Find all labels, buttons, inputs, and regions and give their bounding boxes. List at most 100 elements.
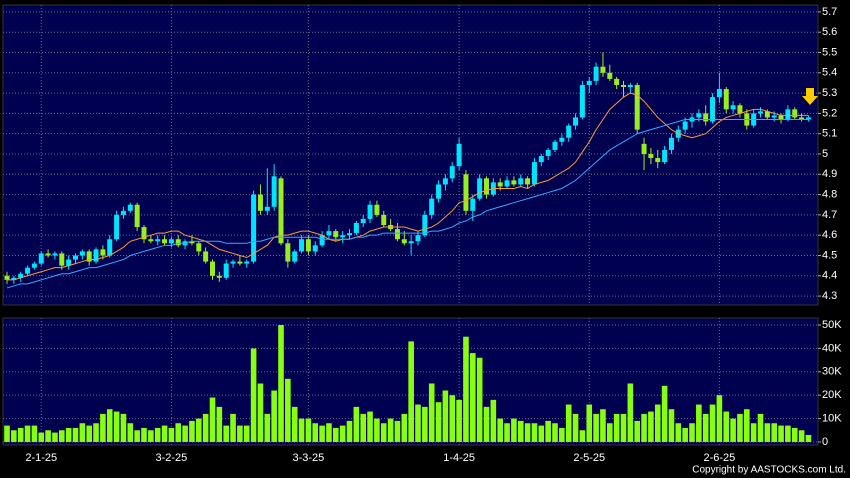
volume-bar: [613, 413, 620, 442]
candle-body: [758, 111, 763, 114]
volume-bar: [79, 423, 86, 442]
volume-bar: [689, 423, 695, 442]
volume-bar: [634, 420, 640, 442]
y-tick-label: 50K: [822, 319, 842, 331]
candle-body: [607, 72, 613, 79]
volume-bar: [607, 423, 613, 442]
candle-body: [463, 174, 469, 211]
volume-bar: [401, 413, 408, 442]
volume-bar: [100, 413, 106, 442]
volume-bar: [415, 404, 421, 442]
volume-bar: [483, 406, 490, 442]
candle-body: [230, 261, 236, 264]
candle-body: [79, 251, 85, 256]
candle-body: [189, 241, 195, 244]
candle-body: [621, 84, 626, 88]
candle-body: [394, 229, 400, 240]
volume-bar: [757, 413, 764, 442]
candle-body: [11, 277, 17, 280]
volume-bar: [11, 430, 17, 442]
candle-body: [141, 227, 147, 240]
y-tick-label: 4.4: [822, 270, 837, 282]
volume-bar: [476, 357, 483, 442]
y-tick-label: 4.5: [822, 249, 837, 261]
candle-body: [312, 245, 318, 252]
volume-bar: [271, 390, 277, 442]
candle-body: [504, 180, 510, 187]
candle-body: [285, 243, 291, 262]
candle-body: [59, 253, 65, 266]
volume-bar: [346, 420, 353, 442]
candle-body: [668, 137, 674, 150]
volume-bar: [52, 432, 58, 442]
volume-bar: [4, 425, 10, 442]
y-tick-label: 5.7: [822, 6, 837, 18]
volume-bar: [490, 399, 497, 442]
volume-bar: [120, 413, 127, 442]
candle-body: [600, 66, 606, 73]
y-tick-label: 5.1: [822, 128, 837, 140]
candle-body: [484, 178, 489, 195]
volume-bar: [627, 383, 634, 442]
volume-bar: [709, 404, 716, 442]
candle-body: [401, 239, 407, 244]
volume-bar: [291, 406, 298, 442]
candle-body: [710, 97, 716, 122]
volume-bar: [805, 434, 812, 442]
volume-bar: [24, 425, 31, 442]
candle-body: [792, 109, 798, 118]
candle-body: [73, 255, 78, 260]
volume-bar: [586, 404, 593, 442]
candle-body: [634, 84, 640, 130]
candle-body: [627, 84, 633, 88]
volume-bar: [250, 348, 257, 442]
candle-body: [93, 249, 99, 262]
y-tick-label: 30K: [822, 366, 842, 378]
candle-body: [4, 275, 10, 280]
candle-body: [408, 241, 414, 244]
candle-body: [449, 166, 455, 179]
candle-body: [18, 273, 24, 278]
candle-body: [374, 204, 380, 215]
volume-bar: [422, 406, 428, 442]
volume-bar: [333, 427, 339, 442]
moving-average: [7, 92, 809, 281]
candle-body: [25, 267, 31, 274]
y-tick-label: 10K: [822, 412, 842, 424]
candle-body: [662, 149, 668, 163]
volume-bar: [182, 425, 188, 442]
volume-bar: [243, 425, 250, 442]
volume-bar: [127, 423, 134, 442]
volume-bar: [353, 406, 360, 442]
volume-bar: [730, 418, 736, 442]
candle-body: [52, 253, 58, 256]
volume-bar: [648, 411, 654, 442]
volume-bar: [675, 423, 682, 442]
candle-body: [531, 162, 537, 185]
volume-bar: [442, 390, 449, 442]
candle-body: [134, 204, 140, 228]
volume-bar: [538, 425, 545, 442]
candle-body: [251, 194, 257, 262]
candle-body: [326, 231, 332, 236]
candle-body: [696, 113, 702, 118]
moving-average: [6, 118, 809, 289]
y-tick-label: 5.4: [822, 67, 837, 79]
candle-body: [737, 105, 743, 114]
candle-body: [771, 115, 777, 118]
candle-body: [593, 66, 599, 81]
volume-bar: [45, 430, 51, 442]
volume-bar: [237, 425, 243, 442]
candle-body: [614, 78, 620, 85]
candle-body: [210, 261, 215, 276]
volume-bar: [196, 418, 202, 442]
candle-body: [38, 253, 44, 264]
volume-bar: [744, 409, 750, 442]
candle-body: [799, 117, 805, 120]
volume-bar: [141, 427, 147, 442]
y-tick-label: 4.8: [822, 188, 837, 200]
y-tick-label: 4.6: [822, 229, 837, 241]
y-tick-label: 5.3: [822, 87, 837, 99]
candle-body: [203, 251, 209, 262]
volume-bar: [531, 423, 538, 442]
